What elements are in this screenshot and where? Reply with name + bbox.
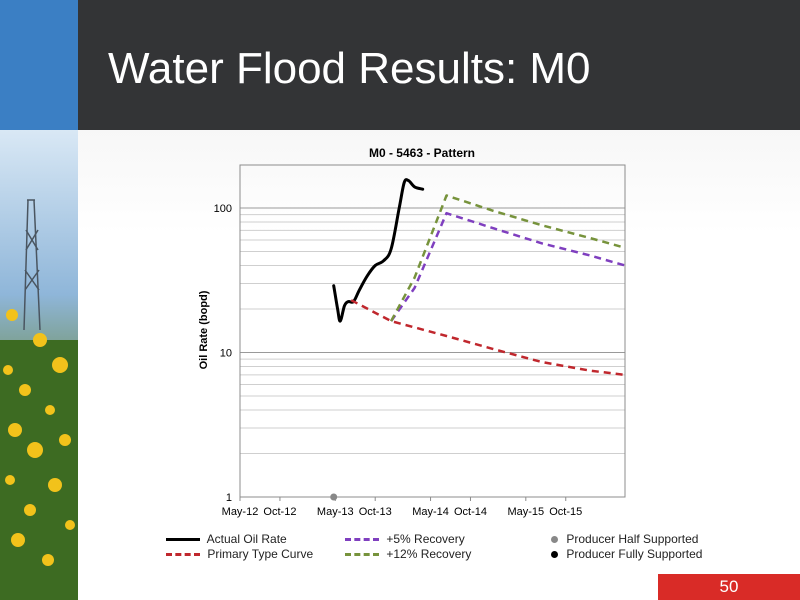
series-line-12-recovery <box>390 194 626 322</box>
dashed-line-swatch <box>345 538 379 542</box>
y-tick-label: 10 <box>220 348 232 360</box>
legend-label: Producer Fully Supported <box>566 547 703 561</box>
title-bar <box>78 0 800 130</box>
black-dot-icon <box>551 551 558 559</box>
dashed-line-swatch <box>166 553 200 557</box>
y-axis-label: Oil Rate (bopd) <box>198 290 210 369</box>
legend-item-fully-supported: Producer Fully Supported <box>551 546 702 562</box>
x-tick-label: Oct-15 <box>549 506 582 518</box>
legend-item-12pct: +12% Recovery <box>345 546 471 562</box>
page-number: 50 <box>658 574 800 600</box>
legend-item-half-supported: Producer Half Supported <box>551 531 698 547</box>
left-decor-strip <box>0 0 78 600</box>
y-tick-label: 100 <box>214 203 232 215</box>
legend-label: +12% Recovery <box>386 547 472 561</box>
solid-line-swatch <box>166 538 200 542</box>
x-tick-label: Oct-14 <box>454 506 487 518</box>
chart-title: M0 - 5463 - Pattern <box>369 146 475 160</box>
chart-legend: Actual Oil Rate Primary Type Curve +5% R… <box>0 531 800 567</box>
producer-marker <box>330 493 338 501</box>
oilfield-flower-photo <box>0 130 78 600</box>
grey-dot-icon <box>551 536 558 544</box>
legend-label: Actual Oil Rate <box>206 532 287 546</box>
legend-item-primary: Primary Type Curve <box>166 546 313 562</box>
series-line-5-recovery <box>390 211 626 322</box>
series-line-primary-type-curve <box>350 299 626 377</box>
x-tick-label: May-14 <box>412 506 449 518</box>
axis-ticks: 1 10 100 May-12 Oct-12 May-13 Oct-13 May-14 Oct-… <box>214 203 583 518</box>
x-tick-label: May-12 <box>222 506 259 518</box>
x-tick-label: May-15 <box>507 506 544 518</box>
legend-label: +5% Recovery <box>386 532 465 546</box>
legend-item-5pct: +5% Recovery <box>345 531 465 547</box>
dashed-line-swatch <box>345 553 379 557</box>
legend-item-actual: Actual Oil Rate <box>166 531 287 547</box>
x-tick-label: Oct-12 <box>263 506 296 518</box>
legend-label: Producer Half Supported <box>566 532 699 546</box>
legend-label: Primary Type Curve <box>207 547 314 561</box>
x-tick-label: May-13 <box>317 506 354 518</box>
series-line-actual-oil-rate <box>332 178 425 323</box>
y-tick-label: 1 <box>226 492 232 504</box>
x-tick-label: Oct-13 <box>359 506 392 518</box>
data-series <box>330 178 626 501</box>
plot-area <box>239 164 626 498</box>
blue-accent-block <box>0 0 78 130</box>
slide-title: Water Flood Results: M0 <box>108 44 591 93</box>
